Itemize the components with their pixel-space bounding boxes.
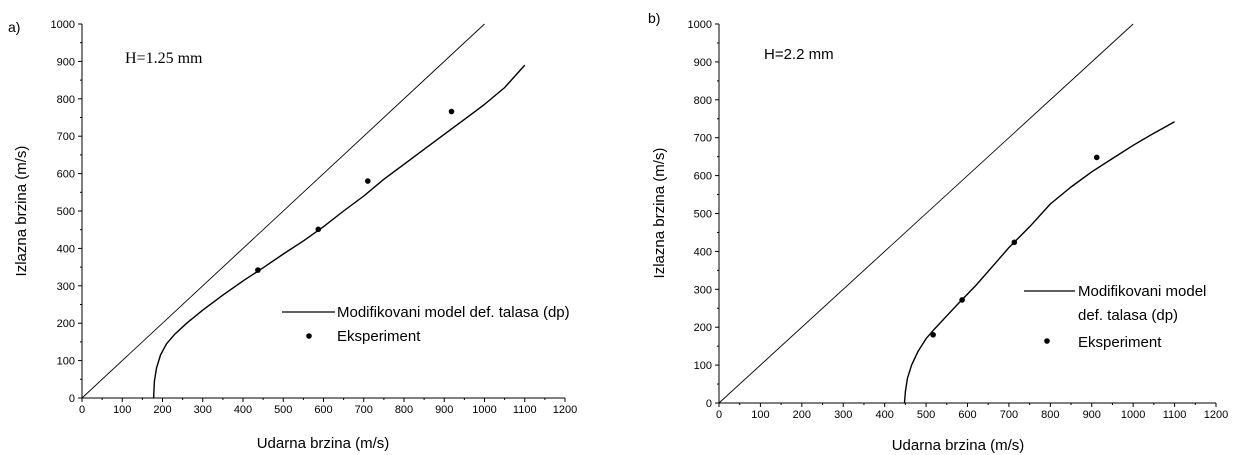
- x-tick-label-a: 200: [153, 404, 171, 416]
- panel-label-a: a): [8, 19, 20, 35]
- x-tick-label-a: 300: [194, 404, 212, 416]
- y-tick-label-b: 0: [706, 398, 712, 410]
- y-tick-label-a: 700: [57, 131, 75, 143]
- x-tick-label-b: 1100: [1163, 409, 1187, 421]
- model-curve-a: [152, 64, 526, 399]
- x-tick-label-b: 800: [1041, 409, 1059, 421]
- experiment-point-b: [930, 331, 936, 338]
- y-tick-label-b: 200: [694, 322, 712, 334]
- x-tick-label-b: 600: [958, 409, 976, 421]
- x-tick-label-a: 1100: [513, 404, 537, 416]
- reference-line-a: [81, 23, 485, 399]
- x-tick-label-a: 700: [355, 404, 373, 416]
- experiment-point-a: [364, 178, 371, 184]
- legend-b: Modifikovani model def. talasa (dp) Eksp…: [1024, 283, 1206, 351]
- experiment-point-b: [1011, 239, 1018, 246]
- y-tick-label-a: 400: [57, 243, 75, 255]
- y-tick-label-b: 300: [694, 284, 712, 296]
- y-tick-label-a: 600: [57, 169, 75, 181]
- panel-label-b: b): [648, 10, 660, 26]
- x-tick-label-b: 900: [1083, 409, 1101, 421]
- x-tick-label-b: 0: [716, 409, 722, 421]
- y-tick-label-a: 800: [57, 94, 75, 106]
- experiment-point-b: [959, 297, 965, 303]
- experiment-point-a: [255, 267, 261, 273]
- axes-b: 0 100 200 300 400 500 600 700 800 900 1000 1100 1200…: [688, 19, 1229, 421]
- x-tick-label-a: 1000: [472, 404, 496, 416]
- x-tick-label-a: 100: [113, 404, 131, 416]
- x-axis-title-a: Udarna brzina (m/s): [257, 435, 390, 452]
- legend-label-model-line2-b: def. talasa (dp): [1078, 307, 1178, 324]
- y-tick-label-a: 900: [57, 56, 75, 68]
- x-tick-label-a: 500: [274, 404, 292, 416]
- x-tick-label-a: 600: [314, 404, 332, 416]
- x-tick-label-b: 200: [793, 409, 811, 421]
- y-tick-label-b: 1000: [688, 19, 712, 31]
- y-tick-label-b: 900: [694, 57, 712, 69]
- x-tick-label-a: 1200: [553, 404, 577, 416]
- y-tick-label-a: 300: [57, 281, 75, 293]
- reference-diagonal-b: [718, 23, 1134, 404]
- chart-panel-a: a) H=1.25 mm 0 100 200 300 400 500 600 700 800 90…: [8, 19, 577, 452]
- chart-panel-b: b) H=2.2 mm 0 100 200 300 400 500 600 700 800 900…: [648, 10, 1228, 454]
- legend-label-experiment-a: Eksperiment: [337, 328, 421, 345]
- x-tick-label-a: 400: [234, 404, 252, 416]
- x-tick-label-a: 800: [395, 404, 413, 416]
- legend-label-experiment-b: Eksperiment: [1078, 334, 1162, 351]
- x-tick-label-b: 300: [834, 409, 852, 421]
- x-tick-label-a: 0: [79, 404, 85, 416]
- y-tick-label-a: 0: [69, 393, 75, 405]
- x-tick-label-a: 900: [435, 404, 453, 416]
- y-tick-label-b: 400: [694, 246, 712, 258]
- model-line-a: [152, 64, 526, 399]
- model-line-b: [903, 121, 1175, 404]
- axes-a: 0 100 200 300 400 500 600 700 800 900 1000 1100 1200…: [51, 19, 578, 416]
- legend-a: Modifikovani model def. talasa (dp) Eksp…: [282, 304, 570, 345]
- x-tick-label-b: 1200: [1204, 409, 1228, 421]
- experiment-point-a: [448, 108, 455, 115]
- x-tick-label-b: 400: [875, 409, 893, 421]
- experiment-points-b: [930, 154, 1100, 338]
- legend-marker-experiment-a: [306, 333, 312, 339]
- y-axis-title-a: Izlazna brzina (m/s): [13, 146, 30, 277]
- experiment-point-b: [1093, 154, 1100, 161]
- experiment-points-a: [255, 108, 455, 273]
- annotation-a: H=1.25 mm: [125, 50, 203, 67]
- y-axis-title-b: Izlazna brzina (m/s): [651, 148, 668, 279]
- legend-marker-experiment-b: [1044, 338, 1050, 344]
- reference-diagonal-a: [81, 23, 485, 399]
- annotation-b: H=2.2 mm: [764, 46, 834, 63]
- experiment-point-a: [315, 226, 322, 233]
- x-tick-label-b: 1000: [1121, 409, 1145, 421]
- x-axis-title-b: Udarna brzina (m/s): [892, 437, 1025, 454]
- legend-label-model-a: Modifikovani model def. talasa (dp): [337, 304, 570, 321]
- x-tick-label-b: 500: [917, 409, 935, 421]
- y-tick-label-a: 1000: [51, 19, 75, 31]
- y-tick-label-a: 200: [57, 318, 75, 330]
- y-tick-label-a: 500: [57, 206, 75, 218]
- y-tick-label-b: 500: [694, 209, 712, 221]
- y-tick-label-b: 800: [694, 95, 712, 107]
- legend-label-model-line1-b: Modifikovani model: [1078, 283, 1206, 300]
- y-tick-label-b: 700: [694, 133, 712, 145]
- y-tick-label-b: 100: [694, 360, 712, 372]
- x-tick-label-b: 100: [751, 409, 769, 421]
- reference-line-b: [718, 23, 1134, 404]
- model-curve-b: [903, 121, 1175, 404]
- x-tick-label-b: 700: [1000, 409, 1018, 421]
- y-tick-label-a: 100: [57, 356, 75, 368]
- y-tick-label-b: 600: [694, 171, 712, 183]
